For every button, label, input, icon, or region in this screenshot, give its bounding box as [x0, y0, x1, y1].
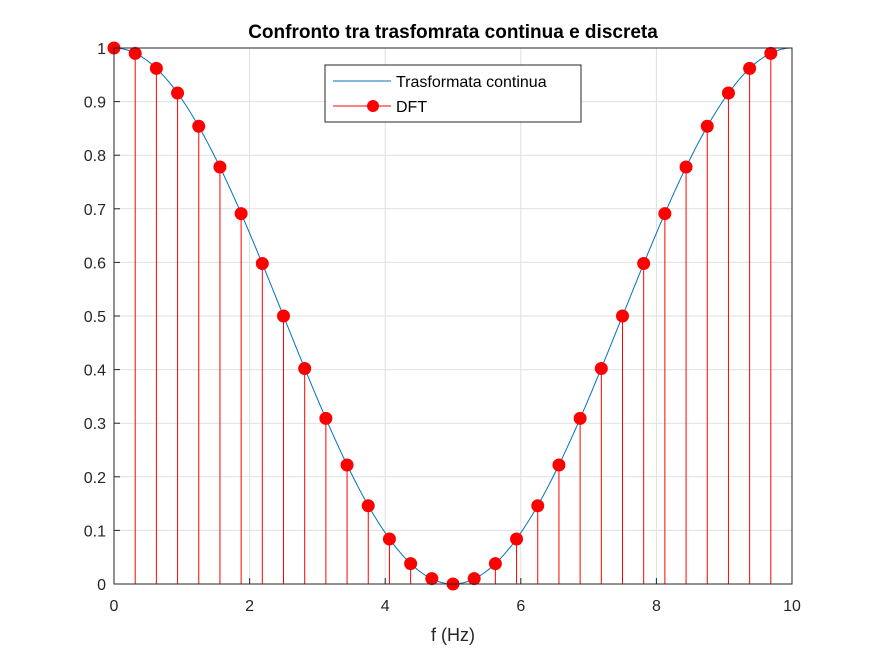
dft-point: [425, 572, 439, 586]
y-tick-label: 0.9: [84, 95, 106, 112]
dft-point: [298, 362, 312, 376]
dft-point: [552, 458, 566, 472]
legend-label-dft: DFT: [396, 99, 427, 116]
y-tick-label: 1: [97, 41, 106, 58]
tick-layer: 0 2 4 6 8 10 0 0.1 0.2 0.3 0.4 0.5 0.6 0.7 0.8 0.9 1: [84, 41, 801, 615]
dft-point: [616, 309, 629, 323]
y-tick-label: 0.3: [84, 416, 106, 433]
series-layer: [107, 41, 793, 591]
y-tick-label: 0: [97, 577, 106, 594]
dft-point: [700, 119, 714, 133]
x-tick-label: 8: [652, 598, 661, 615]
dft-point: [573, 411, 587, 425]
dft-point: [319, 411, 333, 425]
y-tick-label: 0.6: [84, 255, 106, 272]
y-tick-label: 0.4: [84, 363, 106, 380]
x-tick-label: 4: [381, 598, 390, 615]
x-tick-label: 0: [110, 598, 119, 615]
y-tick-label: 0.8: [84, 148, 106, 165]
dft-point: [361, 499, 375, 513]
x-tick-label: 2: [245, 598, 254, 615]
dft-point: [213, 160, 227, 174]
x-tick-label: 10: [783, 598, 801, 615]
legend: Trasformata continua DFT: [324, 64, 582, 123]
y-tick-label: 0.7: [84, 202, 106, 219]
dft-point: [637, 256, 651, 270]
dft-point: [510, 532, 524, 546]
dft-point: [277, 309, 290, 323]
y-tick-label: 0.5: [84, 309, 106, 326]
dft-point: [743, 61, 757, 75]
x-tick-label: 6: [516, 598, 525, 615]
dft-point: [404, 557, 418, 571]
y-tick-label: 0.1: [84, 523, 106, 540]
dft-point: [192, 119, 206, 133]
chart-title: Confronto tra trasfomrata continua e dis…: [248, 22, 658, 43]
dft-point: [658, 207, 672, 221]
dft-point: [149, 61, 163, 75]
dft-point: [340, 458, 354, 472]
dft-point: [764, 46, 778, 60]
dft-point: [679, 160, 693, 174]
dft-point: [467, 572, 481, 586]
dft-point: [128, 46, 142, 60]
x-axis-label: f (Hz): [431, 625, 475, 645]
dft-point: [382, 532, 396, 546]
legend-label-continuous: Trasformata continua: [396, 74, 547, 91]
dft-point: [594, 362, 608, 376]
dft-point: [234, 207, 248, 221]
dft-point: [488, 557, 502, 571]
y-tick-label: 0.2: [84, 470, 106, 487]
dft-point: [255, 256, 269, 270]
dft-point: [531, 499, 545, 513]
legend-swatch-dft-marker: [367, 100, 379, 112]
dft-point: [721, 86, 735, 100]
legend-box: [324, 64, 582, 123]
dft-point: [171, 86, 185, 100]
